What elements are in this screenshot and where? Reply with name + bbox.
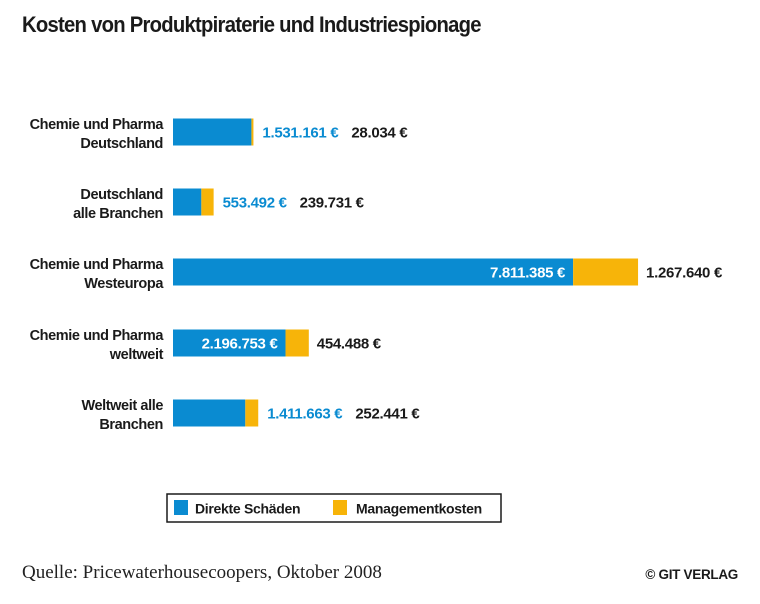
category-label-line: Deutschland [80,187,163,203]
data-label-direkte-schaeden: 553.492 € [223,195,288,212]
category-label-line: alle Branchen [73,206,163,222]
bar-managementkosten [251,118,254,146]
bar-direkte-schaeden [173,329,286,357]
data-label-direkte-schaeden: 1.531.161 € [262,125,339,142]
bar-direkte-schaeden [173,399,246,427]
bar-direkte-schaeden [173,188,202,216]
publisher-credit: © GIT VERLAG [645,567,738,582]
data-label-managementkosten: 28.034 € [351,125,408,142]
legend-label-direkte-schaeden: Direkte Schäden [195,501,300,517]
legend-label-managementkosten: Managementkosten [356,501,482,517]
category-label: Chemie und Pharma Westeuropa [30,257,165,292]
legend-swatch-direkte-schaeden [174,500,188,515]
category-label-line: Deutschland [80,136,163,152]
data-label-managementkosten: 1.267.640 € [646,265,723,282]
category-label-line: Chemie und Pharma [30,117,165,133]
data-label-direkte-schaeden: 1.411.663 € [267,406,343,423]
bar-direkte-schaeden [173,118,252,146]
category-label: Deutschland alle Branchen [73,187,163,222]
data-label-managementkosten: 454.488 € [317,336,382,353]
category-label: Chemie und Pharma Deutschland [30,117,165,152]
data-label-managementkosten: 252.441 € [355,406,420,423]
data-label-managementkosten: 239.731 € [300,195,365,212]
bar-direkte-schaeden [173,258,574,286]
category-label: Chemie und Pharma weltweit [30,328,165,363]
bar-managementkosten [285,329,309,357]
category-label-line: Chemie und Pharma [30,257,165,273]
category-label-line: Branchen [99,417,163,433]
data-label-direkte-schaeden: 7.811.385 € [490,265,566,282]
category-label-line: Westeuropa [84,276,164,292]
data-label-direkte-schaeden: 2.196.753 € [202,336,279,353]
bar-managementkosten [573,258,639,286]
category-label-line: Chemie und Pharma [30,328,165,344]
legend-box [166,493,502,523]
chart-title: Kosten von Produktpiraterie und Industri… [22,12,481,37]
category-label: Weltweit alle Branchen [81,398,163,433]
category-label-line: Weltweit alle [81,398,163,414]
category-label-line: weltweit [109,347,164,363]
bar-managementkosten [201,188,214,216]
source-note: Quelle: Pricewaterhousecoopers, Oktober … [22,562,382,583]
legend-swatch-managementkosten [333,500,347,515]
bar-managementkosten [245,399,259,427]
